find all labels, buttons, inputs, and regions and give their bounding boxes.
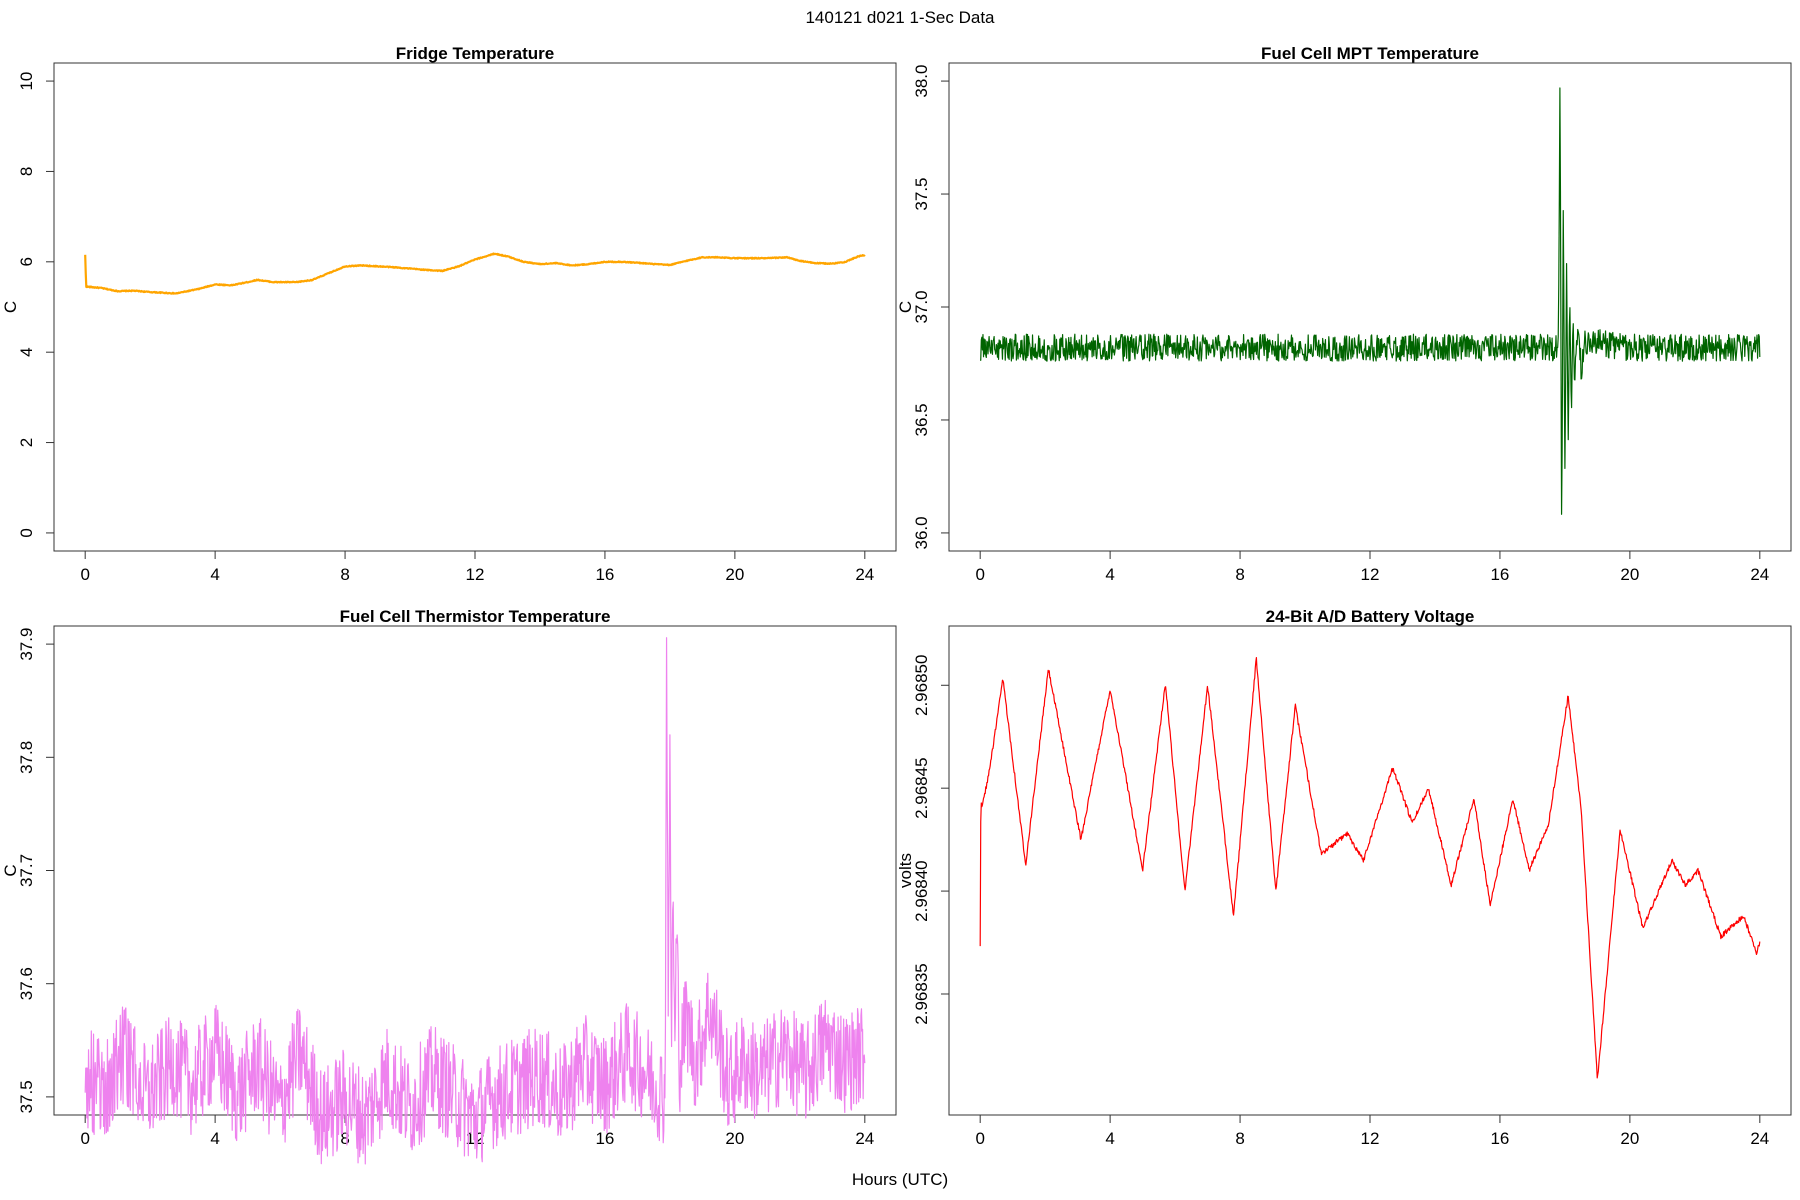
chart-1-y-tick-label: 0: [17, 528, 36, 537]
chart-2-y-tick-label: 37.5: [912, 177, 931, 210]
chart-2-y-tick-label: 37.0: [912, 290, 931, 323]
chart-4-y-tick-label: 2.96835: [912, 963, 931, 1024]
chart-1-x-tick-label: 16: [595, 565, 614, 584]
chart-4-y-tick-label: 2.96840: [912, 860, 931, 921]
chart-3-x-tick-label: 16: [595, 1129, 614, 1148]
chart-2-x-tick-label: 16: [1490, 565, 1509, 584]
chart-4-y-tick-label: 2.96850: [912, 655, 931, 716]
chart-4-y-tick-label: 2.96845: [912, 757, 931, 818]
chart-1-y-tick-label: 6: [17, 257, 36, 266]
chart-3-title: Fuel Cell Thermistor Temperature: [340, 607, 611, 626]
chart-1-series-line: [84, 252, 866, 295]
chart-3-y-axis-label: C: [1, 864, 20, 876]
chart-4-24-bit-a-d-battery-voltage: 24-Bit A/D Battery Voltage 0 4 8 12 16 20 24 2.9…: [896, 607, 1792, 1148]
chart-3-x-tick-label: 24: [855, 1129, 874, 1148]
chart-1-x-tick-label: 20: [725, 565, 744, 584]
chart-2-y-tick-label: 38.0: [912, 65, 931, 98]
chart-3-series-line: [84, 637, 866, 1165]
chart-1-y-tick-label: 8: [17, 167, 36, 176]
super-title: 140121 d021 1-Sec Data: [805, 8, 995, 27]
chart-4-x-tick-label: 24: [1750, 1129, 1769, 1148]
chart-4-x-tick-label: 8: [1235, 1129, 1244, 1148]
chart-2-x-tick-label: 24: [1750, 565, 1769, 584]
chart-1-y-tick-label: 4: [17, 347, 36, 356]
chart-4-x-tick-label: 20: [1620, 1129, 1639, 1148]
chart-2-x-tick-label: 8: [1235, 565, 1244, 584]
chart-3-x-tick-label: 4: [210, 1129, 219, 1148]
chart-3-x-tick-label: 20: [725, 1129, 744, 1148]
x-axis-label: Hours (UTC): [852, 1170, 948, 1189]
chart-4-title: 24-Bit A/D Battery Voltage: [1266, 607, 1475, 626]
chart-4-x-tick-label: 0: [975, 1129, 984, 1148]
chart-2-fuel-cell-mpt-temperature: Fuel Cell MPT Temperature 0 4 8 12 16 20 24 36.0…: [896, 44, 1792, 584]
chart-3-y-tick-label: 37.9: [17, 628, 36, 661]
chart-3-y-tick-label: 37.5: [17, 1080, 36, 1113]
chart-2-y-axis-label: C: [896, 301, 915, 313]
chart-2-y-tick-label: 36.0: [912, 516, 931, 549]
chart-2-x-tick-label: 20: [1620, 565, 1639, 584]
chart-2-y-tick-label: 36.5: [912, 403, 931, 436]
chart-2-x-tick-label: 4: [1105, 565, 1114, 584]
chart-2-x-tick-label: 0: [975, 565, 984, 584]
chart-1-x-tick-label: 12: [466, 565, 485, 584]
chart-3-y-tick-label: 37.8: [17, 741, 36, 774]
chart-3-y-tick-label: 37.6: [17, 967, 36, 1000]
chart-4-x-tick-label: 4: [1105, 1129, 1114, 1148]
chart-2-title: Fuel Cell MPT Temperature: [1261, 44, 1479, 63]
chart-4-y-axis-label: volts: [896, 853, 915, 888]
chart-4-x-tick-label: 12: [1361, 1129, 1380, 1148]
chart-2-plot-frame: [948, 62, 1792, 552]
chart-4-x-tick-label: 16: [1490, 1129, 1509, 1148]
chart-1-title: Fridge Temperature: [396, 44, 554, 63]
chart-1-x-tick-label: 24: [855, 565, 874, 584]
chart-3-x-tick-label: 0: [80, 1129, 89, 1148]
chart-1-y-tick-label: 2: [17, 438, 36, 447]
chart-1-x-tick-label: 8: [340, 565, 349, 584]
chart-1-x-tick-label: 0: [80, 565, 89, 584]
chart-3-y-tick-label: 37.7: [17, 854, 36, 887]
chart-3-x-tick-label: 8: [340, 1129, 349, 1148]
chart-1-y-tick-label: 10: [17, 72, 36, 91]
chart-1-plot-frame: [53, 62, 897, 552]
chart-2-x-tick-label: 12: [1361, 565, 1380, 584]
chart-4-plot-frame: [948, 625, 1792, 1116]
chart-2-series-line: [979, 87, 1761, 515]
chart-1-x-tick-label: 4: [210, 565, 219, 584]
chart-1-y-axis-label: C: [1, 301, 20, 313]
chart-4-series-line: [979, 657, 1761, 1079]
